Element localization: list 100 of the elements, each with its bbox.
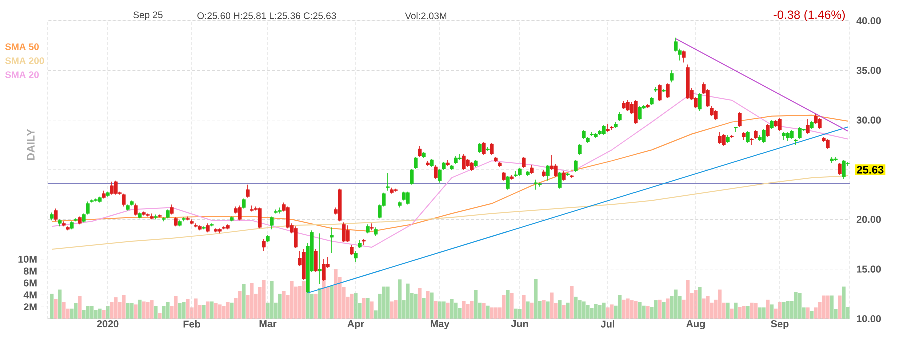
bar bbox=[558, 300, 562, 319]
candlestick bbox=[478, 142, 482, 154]
bar bbox=[746, 306, 750, 319]
bar bbox=[106, 306, 110, 319]
candlestick bbox=[490, 142, 494, 156]
bar bbox=[94, 310, 98, 319]
bar bbox=[446, 302, 450, 319]
y2-tick-label: 6M bbox=[24, 280, 37, 287]
candlestick bbox=[346, 225, 350, 243]
candlestick bbox=[406, 191, 410, 206]
bar bbox=[702, 298, 706, 319]
candlestick bbox=[718, 132, 722, 145]
bar bbox=[718, 290, 722, 319]
bar bbox=[202, 305, 206, 319]
bar bbox=[270, 281, 274, 319]
bar bbox=[514, 308, 518, 319]
bar bbox=[786, 301, 790, 319]
candlestick bbox=[698, 93, 702, 112]
bar bbox=[490, 308, 494, 319]
candlestick bbox=[410, 168, 414, 186]
bar bbox=[602, 302, 606, 319]
bar bbox=[58, 290, 62, 319]
bar bbox=[842, 286, 846, 319]
bar bbox=[418, 288, 422, 319]
candlestick bbox=[738, 112, 742, 128]
bar bbox=[806, 308, 810, 319]
bar bbox=[214, 304, 218, 319]
bar bbox=[438, 302, 442, 319]
bar bbox=[698, 287, 702, 319]
bar bbox=[510, 293, 514, 319]
bar bbox=[822, 296, 826, 319]
bar bbox=[754, 304, 758, 319]
bar bbox=[518, 309, 522, 319]
candlestick bbox=[114, 180, 118, 196]
candlestick bbox=[258, 207, 262, 230]
candlestick bbox=[602, 124, 606, 136]
x-tick-label: Sep bbox=[771, 320, 789, 330]
bar bbox=[794, 292, 798, 319]
bar bbox=[426, 290, 430, 319]
bar bbox=[166, 302, 170, 319]
bar bbox=[606, 308, 610, 319]
bar bbox=[590, 308, 594, 319]
candlestick bbox=[238, 205, 242, 222]
candlestick bbox=[242, 198, 246, 210]
candlestick bbox=[342, 222, 346, 243]
bar bbox=[82, 310, 86, 319]
bar bbox=[150, 300, 154, 319]
bar bbox=[782, 302, 786, 319]
candlestick bbox=[546, 164, 550, 182]
candlestick bbox=[818, 118, 822, 130]
bar bbox=[582, 302, 586, 319]
candlestick bbox=[330, 227, 334, 254]
candlestick bbox=[838, 162, 842, 176]
bar bbox=[126, 304, 130, 319]
bar bbox=[354, 293, 358, 319]
bar bbox=[766, 300, 770, 319]
candlestick bbox=[462, 154, 466, 170]
bar bbox=[314, 294, 318, 319]
x-tick-label: Feb bbox=[184, 320, 200, 328]
bar bbox=[570, 286, 574, 319]
bar bbox=[422, 298, 426, 319]
candlestick bbox=[414, 156, 418, 170]
candlestick bbox=[746, 130, 750, 144]
candlestick bbox=[714, 110, 718, 121]
bar bbox=[366, 298, 370, 319]
text: SMA 50 bbox=[5, 44, 39, 50]
x-tick-label: Aug bbox=[686, 320, 706, 330]
candlestick bbox=[354, 251, 358, 263]
bar bbox=[330, 286, 334, 319]
bar bbox=[390, 302, 394, 319]
y2-tick-label: 4M bbox=[24, 292, 37, 299]
candlestick bbox=[626, 100, 630, 112]
candlestick bbox=[122, 193, 126, 208]
bar bbox=[594, 304, 598, 319]
bar bbox=[386, 286, 390, 319]
bar bbox=[78, 296, 82, 319]
bar bbox=[750, 302, 754, 319]
bar bbox=[362, 298, 366, 319]
bar bbox=[762, 308, 766, 319]
bar bbox=[454, 302, 458, 319]
candlestick bbox=[134, 203, 138, 216]
candlestick bbox=[418, 146, 422, 158]
candlestick bbox=[170, 204, 174, 216]
candlestick bbox=[534, 179, 538, 190]
bar bbox=[50, 294, 54, 319]
text: SMA 200 bbox=[5, 58, 44, 64]
bar bbox=[526, 302, 530, 319]
candlestick bbox=[682, 50, 686, 64]
candlestick bbox=[826, 138, 830, 150]
bar bbox=[434, 301, 438, 319]
y-tick-label: 10.00 bbox=[857, 315, 882, 323]
bar bbox=[406, 284, 410, 319]
candlestick bbox=[578, 144, 582, 156]
bar bbox=[474, 290, 478, 319]
bar bbox=[102, 310, 106, 319]
line-series bbox=[52, 114, 849, 232]
bar bbox=[610, 304, 614, 319]
bar bbox=[262, 280, 266, 319]
x-tick-label: May bbox=[430, 320, 450, 330]
x-tick-label: Jun bbox=[511, 320, 528, 328]
